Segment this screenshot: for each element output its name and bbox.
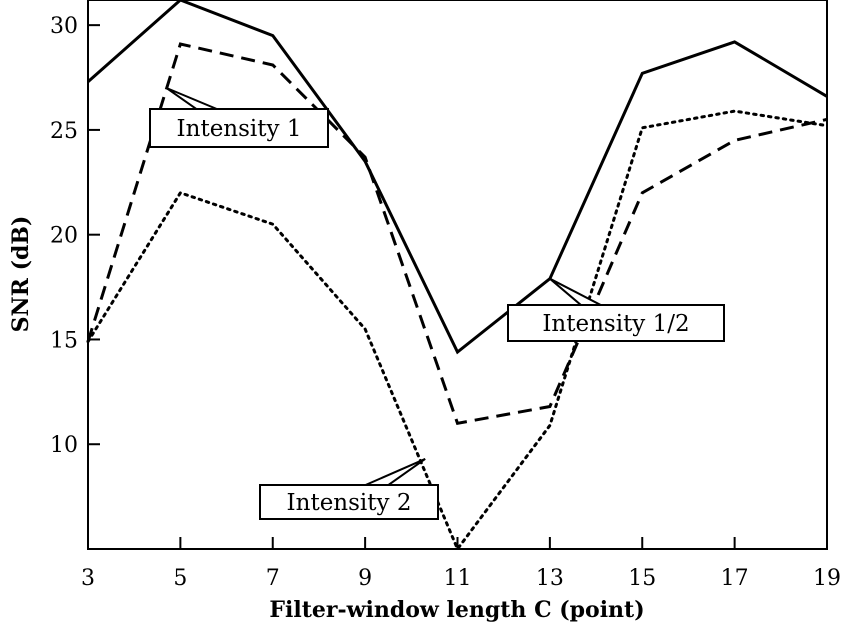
callout-intensity-1: Intensity 1 bbox=[149, 87, 329, 148]
callout-label: Intensity 1 bbox=[177, 116, 302, 142]
callout-intensity-1-2: Intensity 1/2 bbox=[507, 277, 725, 342]
callout-layer: Intensity 1 Intensity 1/2 Intensity 2 bbox=[149, 87, 725, 520]
y-tick-label: 25 bbox=[50, 119, 78, 144]
x-tick-label: 15 bbox=[628, 566, 656, 591]
callout-intensity-2: Intensity 2 bbox=[259, 457, 439, 520]
y-axis-title: SNR (dB) bbox=[8, 216, 34, 333]
x-tick-label: 7 bbox=[266, 566, 280, 591]
callout-box bbox=[149, 108, 329, 148]
x-tick-label: 3 bbox=[81, 566, 95, 591]
x-tick-label: 19 bbox=[813, 566, 841, 591]
series-line-intensity-1-2 bbox=[87, 0, 828, 355]
x-tick-label: 11 bbox=[444, 566, 472, 591]
x-tick-label: 5 bbox=[173, 566, 187, 591]
callout-label: Intensity 1/2 bbox=[542, 311, 689, 337]
callout-label: Intensity 2 bbox=[287, 490, 412, 516]
plot-frame bbox=[87, 0, 828, 550]
callout-box bbox=[507, 304, 725, 342]
series-line-intensity-1 bbox=[86, 42, 828, 426]
x-tick-label: 17 bbox=[721, 566, 749, 591]
ticks-layer: 3 5 7 9 11 13 15 17 19 10 15 20 25 30 bbox=[50, 14, 841, 591]
x-axis-title: Filter-window length C (point) bbox=[269, 597, 644, 623]
y-tick-label: 20 bbox=[50, 224, 78, 249]
series-layer bbox=[86, 0, 829, 552]
y-tick-label: 15 bbox=[50, 328, 78, 353]
y-tick-label: 30 bbox=[50, 14, 78, 39]
x-tick-label: 9 bbox=[358, 566, 372, 591]
y-tick-label: 10 bbox=[50, 433, 78, 458]
x-tick-label: 13 bbox=[536, 566, 564, 591]
callout-box bbox=[259, 484, 439, 520]
